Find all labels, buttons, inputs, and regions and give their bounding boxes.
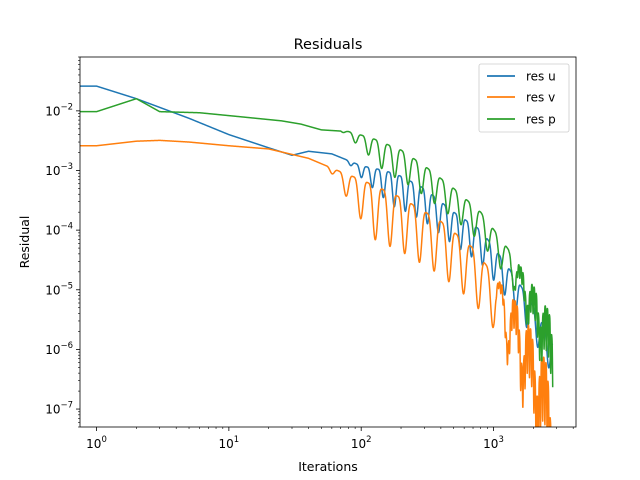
chart-title: Residuals [294,37,363,53]
legend-label-res-u: res u [526,70,556,84]
series-line-res-p [80,97,554,388]
x-axis-label: Iterations [298,459,358,474]
series-line-res-v [80,139,552,427]
legend-box [478,63,570,133]
plot-frame [79,56,577,428]
series-line-res-u [80,85,554,369]
legend: res u res v res p [478,63,570,133]
y-axis-label: Residual [17,216,32,269]
legend-label-res-p: res p [526,113,556,127]
legend-label-res-v: res v [526,91,555,105]
series-layer [80,85,554,427]
